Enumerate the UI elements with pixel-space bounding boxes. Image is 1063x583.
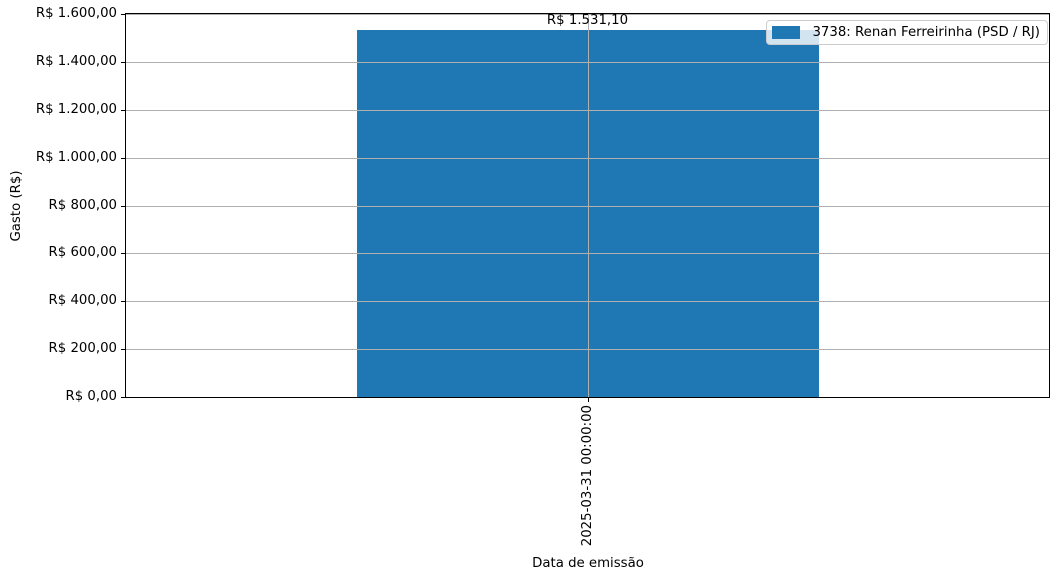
y-tick-mark — [121, 62, 125, 63]
y-gridline — [126, 253, 1049, 254]
y-tick-label: R$ 800,00 — [48, 198, 117, 213]
legend-label: 3738: Renan Ferreirinha (PSD / RJ) — [812, 25, 1040, 40]
bar-value-label: R$ 1.531,10 — [546, 12, 629, 28]
y-gridline — [126, 14, 1049, 15]
y-tick-label: R$ 0,00 — [65, 389, 117, 404]
y-tick-label: R$ 1.400,00 — [35, 54, 117, 69]
y-tick-label: R$ 200,00 — [48, 341, 117, 356]
x-gridline — [588, 14, 589, 397]
y-tick-label: R$ 1.200,00 — [35, 102, 117, 117]
y-tick-mark — [121, 206, 125, 207]
legend-swatch — [772, 26, 801, 39]
y-tick-label: R$ 1.000,00 — [35, 150, 117, 165]
y-gridline — [126, 301, 1049, 302]
y-tick-mark — [121, 110, 125, 111]
y-tick-mark — [121, 253, 125, 254]
y-gridline — [126, 349, 1049, 350]
y-tick-label: R$ 1.600,00 — [35, 6, 117, 21]
data-bar — [356, 30, 819, 397]
y-tick-mark — [121, 301, 125, 302]
y-tick-label: R$ 600,00 — [48, 245, 117, 260]
legend: 3738: Renan Ferreirinha (PSD / RJ) — [766, 20, 1048, 45]
y-tick-mark — [121, 397, 125, 398]
y-tick-label: R$ 400,00 — [48, 293, 117, 308]
y-tick-mark — [121, 349, 125, 350]
y-gridline — [126, 110, 1049, 111]
y-tick-mark — [121, 14, 125, 15]
x-tick-mark — [588, 398, 589, 402]
x-tick-label: 2025-03-31 00:00:00 — [580, 405, 595, 547]
y-gridline — [126, 158, 1049, 159]
y-gridline — [126, 62, 1049, 63]
y-gridline — [126, 206, 1049, 207]
x-axis-title: Data de emissão — [532, 556, 644, 571]
plot-area: 3738: Renan Ferreirinha (PSD / RJ) R$ 1.… — [125, 13, 1050, 398]
y-tick-mark — [121, 158, 125, 159]
